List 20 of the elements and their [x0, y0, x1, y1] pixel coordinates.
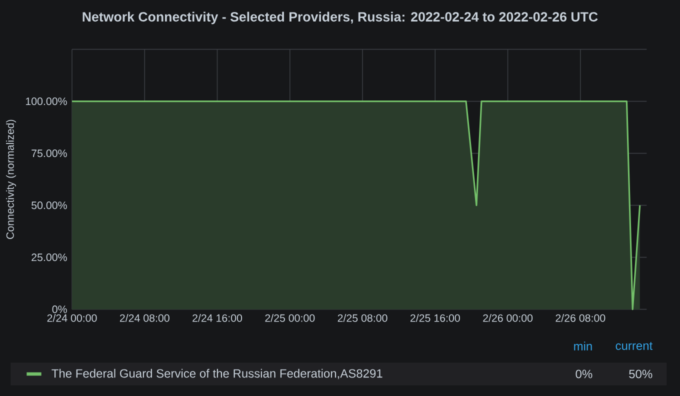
x-tick-label: 2/24 16:00	[192, 314, 242, 322]
x-tick-label: 2/26 08:00	[556, 314, 606, 322]
chart-title: Network Connectivity - Selected Providers, Russia: 2022-02-24 to 2022-02-26 UTC	[82, 12, 598, 24]
y-axis-title: Connectivity (normalized)	[6, 120, 16, 239]
x-tick-label: 2/24 08:00	[120, 314, 170, 322]
x-tick-label: 2/26 00:00	[483, 314, 533, 322]
y-tick-label: 0%	[52, 306, 67, 314]
text: min	[574, 342, 592, 350]
text: 50%	[629, 370, 652, 378]
x-tick-label: 2/24 00:00	[47, 314, 97, 322]
text: 0%	[576, 370, 592, 378]
y-tick-label: 75.00%	[32, 150, 67, 158]
legend-label: The Federal Guard Service of the Russian Federation,AS8291	[52, 368, 382, 380]
x-tick-label: 2/25 16:00	[410, 314, 460, 322]
y-tick-label: 25.00%	[32, 254, 67, 262]
text: current	[616, 342, 653, 350]
x-tick-label: 2/25 00:00	[265, 314, 315, 322]
y-tick-label: 100.00%	[26, 98, 67, 106]
y-tick-label: 50.00%	[32, 202, 67, 210]
x-tick-label: 2/25 08:00	[338, 314, 388, 322]
